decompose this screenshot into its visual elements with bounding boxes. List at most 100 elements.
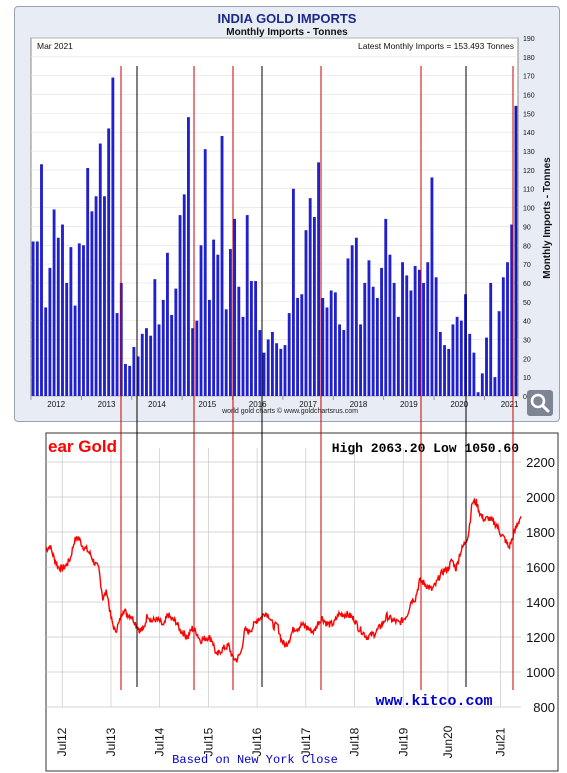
imports-bar [300,294,304,396]
imports-bar [245,215,249,396]
imports-bar [182,194,186,396]
imports-bar [178,215,182,396]
imports-bar [342,330,346,396]
imports-bar [401,262,404,396]
imports-bar [375,298,379,396]
gold-price-x-tick-label: Jul16 [250,727,264,756]
imports-y-tick-label: 160 [523,93,535,100]
imports-y-tick-label: 30 [523,337,531,344]
imports-bar [203,149,207,396]
imports-bar [94,196,98,396]
imports-bar [82,245,85,396]
imports-bar [308,198,312,396]
imports-bar [501,277,505,396]
imports-y-axis-label: Monthly Imports - Tonnes [542,157,553,279]
imports-bar [161,299,165,396]
imports-year-label: 2013 [98,400,116,409]
imports-bar [291,188,295,396]
imports-bar [153,279,157,396]
imports-bar [199,245,203,396]
imports-bar [212,239,216,396]
imports-year-label: 2021 [501,400,519,409]
imports-bar [56,237,60,396]
imports-bar [430,177,434,396]
imports-bar [447,348,451,396]
imports-bar [166,252,169,396]
imports-bar [367,260,371,396]
gold-price-x-tick-label: Jul19 [396,727,410,756]
imports-latest-label: Latest Monthly Imports = 153.493 Tonnes [358,41,514,51]
imports-bar [396,316,400,396]
imports-bar [468,333,472,396]
imports-y-tick-label: 0 [523,394,527,401]
imports-bar [485,337,488,396]
imports-bar [270,331,274,396]
gold-price-y-tick-label: 1000 [526,665,555,680]
imports-year-label: 2018 [350,400,368,409]
imports-bar [40,164,43,396]
gold-price-high-low: High 2063.20 Low 1050.60 [332,441,519,456]
imports-bar [472,352,476,396]
imports-bar [52,209,56,396]
imports-bar [73,305,77,396]
imports-bar [241,316,245,396]
imports-bar [275,343,279,396]
imports-bar [228,249,232,396]
imports-y-tick-label: 190 [523,36,535,43]
imports-bar [170,314,174,396]
imports-bar [107,128,111,396]
imports-bar [90,211,94,396]
imports-bar [207,299,211,396]
imports-y-tick-label: 100 [523,206,535,213]
gold-price-x-tick-label: Jul12 [55,727,69,756]
imports-bar [321,298,325,396]
imports-bar [140,333,144,396]
imports-bar [455,316,459,396]
imports-bar [426,262,430,396]
imports-bar [506,262,509,396]
imports-bar [296,298,300,396]
imports-bar [451,324,455,396]
gold-price-y-tick-label: 2200 [526,455,555,470]
imports-year-label: 2016 [249,400,267,409]
imports-bar [384,218,388,396]
imports-year-labels: 2012 2013 2014 2015 2016 2017 2018 2019 2020 2021 [30,396,519,409]
imports-bar [136,356,140,396]
imports-bar [279,348,283,396]
imports-bar [409,290,413,396]
imports-y-tick-label: 110 [523,187,534,194]
imports-bar [224,309,228,396]
imports-bar [443,345,446,396]
zoom-button[interactable] [527,390,553,416]
gold-price-y-ticks: 800 1000 1200 1400 1600 1800 2000 2200 [526,455,555,715]
imports-y-tick-label: 150 [523,111,535,118]
imports-bar [413,265,417,396]
imports-bar [350,245,354,396]
imports-bar [514,105,518,397]
gold-price-x-tick-label: Jul21 [494,727,508,756]
imports-bar [287,313,291,396]
imports-bar [174,288,178,396]
imports-bar [111,77,115,396]
imports-bar [329,290,333,396]
gold-price-x-tick-label: Jul17 [299,727,313,756]
imports-year-label: 2015 [198,400,216,409]
imports-credit: world gold charts © www.goldchartsrus.co… [221,407,358,415]
imports-bar [434,277,438,396]
imports-bar [262,352,266,396]
imports-bar [438,331,442,396]
gold-price-y-tick-label: 1600 [526,560,555,575]
imports-bar [380,267,383,396]
imports-bar [489,282,493,396]
imports-bar [103,196,106,396]
imports-y-ticks: 0 10 20 30 40 50 60 70 80 90 100 110 120 130 140 150 160… [523,36,535,401]
gold-price-grid [46,448,521,708]
imports-year-label: 2017 [299,400,317,409]
imports-bar [98,143,102,396]
gold-price-footer: Based on New York Close [172,753,338,767]
imports-bar [157,324,161,396]
imports-bar [237,286,241,396]
imports-y-tick-label: 170 [523,74,535,81]
imports-year-label: 2020 [450,400,468,409]
imports-year-label: 2012 [47,400,65,409]
